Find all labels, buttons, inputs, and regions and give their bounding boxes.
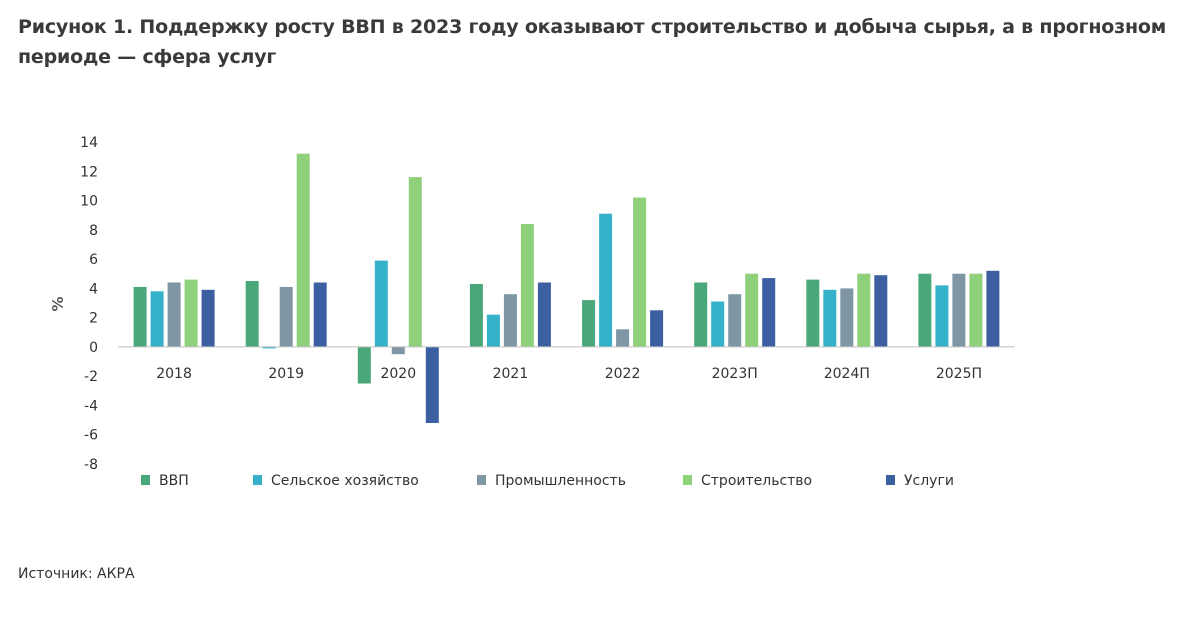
legend-item-сельское-хозяйство: Сельское хозяйство [253,473,419,489]
y-tick-label: -2 [84,369,98,385]
x-tick-label: 2018 [156,366,192,382]
bar-промышленность-2020 [391,346,405,355]
bar-сельское-хозяйство-2024п [823,289,837,347]
y-axis-label: % [49,296,67,311]
bar-промышленность-2021 [503,294,517,347]
bar-ввп-2023п [694,282,708,347]
y-tick-label: -8 [84,457,98,473]
bar-сельское-хозяйство-2023п [711,301,725,347]
bar-сельское-хозяйство-2018 [150,291,164,347]
x-tick-label: 2024П [824,366,870,382]
legend-item-строительство: Строительство [683,473,812,489]
legend-swatch [253,475,262,485]
bar-ввп-2025п [918,273,932,347]
y-tick-label: 14 [80,135,98,151]
legend-swatch [683,475,692,485]
y-tick-label: 6 [89,252,98,268]
bar-услуги-2018 [201,289,215,347]
y-tick-label: -4 [84,398,98,414]
y-tick-label: 12 [80,164,98,180]
legend-item-ввп: ВВП [141,473,189,489]
bar-промышленность-2023п [728,294,742,347]
legend-label: Сельское хозяйство [271,473,419,489]
bar-строительство-2018 [184,279,198,347]
y-tick-label: 2 [89,311,98,327]
bar-услуги-2024п [874,275,888,347]
x-tick-label: 2023П [712,366,758,382]
x-tick-label: 2019 [268,366,304,382]
bar-строительство-2023п [745,273,759,347]
x-axis-ticks: 2018 2019 2020 2021 2022 2023П 2024П 2025П [156,366,982,382]
y-tick-label: 8 [89,223,98,239]
legend-label: Строительство [701,473,812,489]
bar-ввп-2018 [133,286,147,347]
x-tick-label: 2022 [605,366,641,382]
bar-сельское-хозяйство-2019 [262,346,276,349]
x-tick-label: 2025П [936,366,982,382]
y-axis-ticks: -8 -6 -4 -2 0 2 4 6 8 10 12 14 [80,135,98,473]
bar-строительство-2020 [408,177,422,347]
bar-ввп-2024п [806,279,820,347]
bar-ввп-2020 [357,346,371,384]
bar-сельское-хозяйство-2022 [599,213,613,347]
bar-строительство-2024п [857,273,871,347]
bar-услуги-2021 [537,282,551,347]
bar-услуги-2020 [425,346,439,423]
legend-label: ВВП [159,473,189,489]
legend-swatch [886,475,895,485]
x-tick-label: 2020 [380,366,416,382]
legend-item-услуги: Услуги [886,473,954,489]
bar-ввп-2022 [582,300,596,347]
legend-label: Услуги [904,473,954,489]
bar-промышленность-2022 [616,329,630,347]
y-tick-label: -6 [84,428,98,444]
legend-item-промышленность: Промышленность [477,473,626,489]
bar-сельское-хозяйство-2020 [374,260,388,347]
x-tick-label: 2021 [493,366,529,382]
bar-строительство-2021 [520,224,534,347]
legend-swatch [477,475,486,485]
bar-услуги-2019 [313,282,327,347]
bar-строительство-2025п [969,273,983,347]
bar-ввп-2021 [469,284,483,347]
bar-строительство-2022 [633,197,647,347]
legend-swatch [141,475,150,485]
bar-series [133,153,1000,423]
y-tick-label: 0 [89,340,98,356]
bar-промышленность-2019 [279,286,293,347]
bar-сельское-хозяйство-2025п [935,285,949,347]
bar-промышленность-2018 [167,282,181,347]
y-tick-label: 4 [89,281,98,297]
bar-промышленность-2024п [840,288,854,347]
bar-сельское-хозяйство-2021 [486,314,500,347]
bar-услуги-2023п [762,278,776,347]
bar-услуги-2022 [650,310,664,347]
y-tick-label: 10 [80,194,98,210]
legend-label: Промышленность [495,473,626,489]
legend: ВВП Сельское хозяйство Промышленность Строи… [141,473,954,489]
source-note: Источник: АКРА [18,566,135,582]
bar-строительство-2019 [296,153,310,347]
figure-title: Рисунок 1. Поддержку росту ВВП в 2023 го… [18,16,1167,68]
bar-промышленность-2025п [952,273,966,347]
bar-услуги-2025п [986,270,1000,347]
bar-ввп-2019 [245,281,259,347]
